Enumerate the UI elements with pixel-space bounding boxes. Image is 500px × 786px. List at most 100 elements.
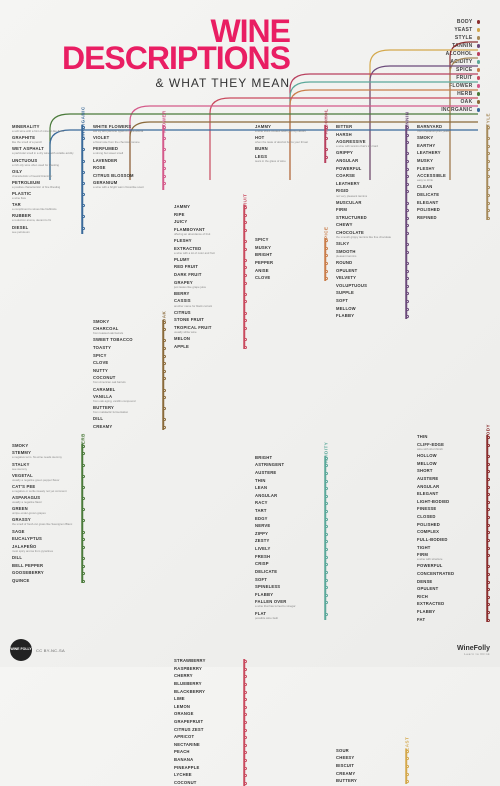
term-dot-icon bbox=[244, 767, 247, 770]
term-dot-icon bbox=[487, 137, 490, 140]
term: LYCHEE bbox=[172, 773, 247, 778]
term-dot-icon bbox=[325, 613, 328, 616]
term: THIN bbox=[253, 479, 328, 484]
term-name: SPINELESS bbox=[255, 585, 318, 590]
term: CREAMY bbox=[91, 425, 166, 430]
term-name: BLACKBERRY bbox=[174, 690, 237, 695]
term-name: FLESHY bbox=[174, 239, 237, 244]
term-dot-icon bbox=[163, 182, 166, 185]
term-dot-icon bbox=[82, 171, 85, 174]
term: DELICATE bbox=[253, 570, 328, 575]
term-dot-icon bbox=[406, 292, 409, 295]
term-desc: another name for black currant bbox=[174, 305, 237, 308]
legend-row-body: BODY bbox=[441, 18, 480, 26]
term-name: FLABBY bbox=[255, 593, 318, 598]
term-name: FULL-BODIED bbox=[417, 538, 480, 543]
term-dot-icon bbox=[406, 315, 409, 318]
term-dot-icon bbox=[82, 497, 85, 500]
term: ELEGANT bbox=[415, 201, 490, 206]
term: MUSCULAR bbox=[334, 201, 409, 206]
legend-dot-icon bbox=[477, 20, 481, 24]
term-dot-icon bbox=[406, 126, 409, 129]
term-name: MUSKY bbox=[255, 246, 318, 251]
term-dot-icon bbox=[244, 782, 247, 785]
term-name: RIPE bbox=[174, 213, 237, 218]
term-dot-icon bbox=[244, 729, 247, 732]
term: VOLUPTUOUS bbox=[334, 284, 409, 289]
term-desc: a reduction aroma, decant to fix bbox=[12, 219, 75, 222]
term: ROSE bbox=[91, 166, 166, 171]
term-name: LEATHERY bbox=[417, 151, 480, 156]
term: TIGHT bbox=[415, 546, 490, 551]
term: SPICY bbox=[253, 238, 328, 243]
term: BRIGHT bbox=[253, 456, 328, 461]
term: CITRUS BLOSSOM bbox=[91, 174, 166, 179]
term-dot-icon bbox=[325, 502, 328, 505]
term: ZIPPY bbox=[253, 532, 328, 537]
term-name: BERRY bbox=[174, 292, 237, 297]
legend-row-yeast: YEAST bbox=[441, 26, 480, 34]
term-name: BRIGHT bbox=[255, 253, 318, 258]
term-name: DILL bbox=[93, 417, 156, 422]
term: PLASTICa wine flaw bbox=[10, 192, 85, 200]
term-desc: a negative or surlie sweaty not yet comm… bbox=[12, 490, 75, 493]
term-dot-icon bbox=[244, 240, 247, 243]
term-dot-icon bbox=[244, 675, 247, 678]
term: PERFUMEDa strong but sweet smell bbox=[91, 147, 166, 155]
term-dot-icon bbox=[244, 312, 247, 315]
legend-dot-icon bbox=[477, 28, 481, 32]
term: EUCALYPTUS bbox=[10, 537, 85, 542]
term-dot-icon bbox=[487, 217, 490, 220]
term-desc: tears in the glass of wine bbox=[255, 160, 318, 163]
term-name: BURN bbox=[255, 147, 318, 152]
term-name: SILKY bbox=[336, 242, 399, 247]
term-dot-icon bbox=[406, 780, 409, 783]
term-name: LIME bbox=[174, 697, 237, 702]
term-name: BRIGHT bbox=[255, 456, 318, 461]
term-desc: from toasted oak barrels bbox=[93, 332, 156, 335]
term-dot-icon bbox=[325, 148, 328, 151]
term-dot-icon bbox=[82, 486, 85, 489]
term-dot-icon bbox=[244, 259, 247, 262]
term: CHOCOLATEthe smooth grippy tannins like … bbox=[334, 231, 409, 239]
term-dot-icon bbox=[406, 190, 409, 193]
term: ORANGE bbox=[172, 712, 247, 717]
term-dot-icon bbox=[325, 457, 328, 460]
term: APRICOT bbox=[172, 735, 247, 740]
term: DIESELsee petroleum bbox=[10, 226, 85, 234]
term-desc: pleasant tannins bbox=[336, 255, 399, 258]
term-dot-icon bbox=[82, 580, 85, 583]
term-dot-icon bbox=[487, 501, 490, 504]
term: ANGULAR bbox=[253, 494, 328, 499]
term-desc: a wine that has turned to vinegar bbox=[255, 605, 318, 608]
term: SMOKY bbox=[91, 320, 166, 325]
term-desc: a soft wine with a hint of mineral-like … bbox=[12, 130, 75, 133]
term-name: FINESSE bbox=[417, 507, 480, 512]
term-name: BELL PEPPER bbox=[12, 564, 75, 569]
term-desc: unripe-under-grown grapes bbox=[12, 512, 75, 515]
term: OPULENT bbox=[415, 587, 490, 592]
term-name: MELLOW bbox=[336, 307, 399, 312]
legend-dot-icon bbox=[477, 44, 481, 48]
term-desc: easy to drink bbox=[417, 179, 480, 182]
legend-dot-icon bbox=[477, 76, 481, 80]
term: CHEWY bbox=[334, 223, 409, 228]
term-desc: usually a negative flavor bbox=[12, 501, 75, 504]
term-desc: usually white wine bbox=[174, 331, 237, 334]
term: PEACH bbox=[172, 750, 247, 755]
term-dot-icon bbox=[487, 152, 490, 155]
term-name: OPULENT bbox=[336, 269, 399, 274]
term: ANISE bbox=[253, 269, 328, 274]
term: THIN bbox=[415, 435, 490, 440]
term-name: BLUEBERRY bbox=[174, 682, 237, 687]
term: SMOKY bbox=[10, 444, 85, 449]
term-desc: not very pleasant tannins bbox=[336, 195, 399, 198]
term-name: COARSE bbox=[336, 174, 399, 179]
term-name: PEPPER bbox=[255, 261, 318, 266]
legend-label: BODY bbox=[457, 19, 473, 25]
term: FLABBY bbox=[253, 593, 328, 598]
term-name: RASPBERRY bbox=[174, 667, 237, 672]
term: CLIFF-EDGEwine with short finish bbox=[415, 443, 490, 451]
term: WET ASPHALTa particular smell in a dry w… bbox=[10, 147, 85, 155]
term: TROPICAL FRUITusually white wine bbox=[172, 326, 247, 334]
